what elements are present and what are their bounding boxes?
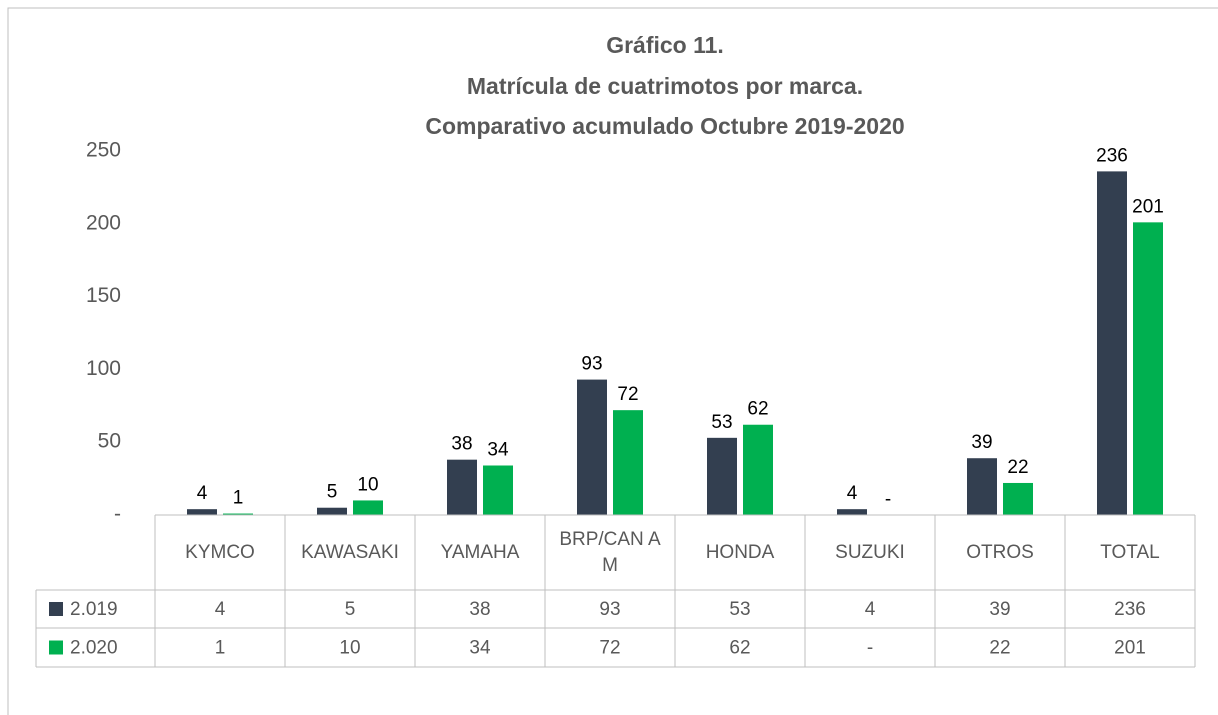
table-cell: 72 <box>599 638 620 659</box>
data-label: 22 <box>1007 457 1028 478</box>
legend-label: 2.020 <box>70 638 118 659</box>
y-tick-label: 150 <box>86 284 121 307</box>
bar <box>1133 222 1163 515</box>
y-tick-label: 100 <box>86 357 121 380</box>
table-cell: 62 <box>729 638 750 659</box>
data-label: 34 <box>487 440 509 461</box>
x-tick-label: KAWASAKI <box>301 541 399 563</box>
data-label: 4 <box>847 483 858 504</box>
table-cell: 53 <box>729 599 750 620</box>
bar <box>743 424 773 515</box>
chart-title: Comparativo acumulado Octubre 2019-2020 <box>425 113 904 139</box>
data-label: 10 <box>357 474 378 495</box>
table-cell: 10 <box>339 638 360 659</box>
bar <box>837 509 867 515</box>
data-label: 93 <box>581 354 602 375</box>
chart-frame <box>7 7 1218 715</box>
chart-title: Gráfico 11. <box>606 32 724 58</box>
table-cell: 236 <box>1114 599 1146 620</box>
bar <box>967 458 997 515</box>
data-label: 72 <box>617 384 638 405</box>
table-cell: 4 <box>215 599 226 620</box>
bar <box>1097 171 1127 515</box>
data-label: 201 <box>1132 196 1164 217</box>
table-cell: 1 <box>215 638 226 659</box>
legend-label: 2.019 <box>70 599 118 620</box>
data-label: 62 <box>747 399 768 420</box>
x-tick-label: YAMAHA <box>440 541 520 563</box>
bar <box>613 410 643 515</box>
table-cell: 38 <box>469 599 490 620</box>
legend-swatch <box>49 602 63 616</box>
data-label: 38 <box>451 434 472 455</box>
table-cell: 4 <box>865 599 876 620</box>
data-label: 39 <box>971 432 992 453</box>
x-tick-label: HONDA <box>705 541 775 563</box>
data-label: 236 <box>1096 145 1128 166</box>
data-label: - <box>885 489 891 510</box>
y-tick-label: 50 <box>98 430 121 453</box>
x-tick-label: BRP/CAN AM <box>559 528 661 576</box>
y-tick-label: - <box>114 503 121 526</box>
chart-title: Matrícula de cuatrimotos por marca. <box>467 73 863 99</box>
legend-swatch <box>49 640 63 655</box>
table-cell: 201 <box>1114 638 1146 659</box>
bar <box>483 465 513 515</box>
table-cell: - <box>867 638 873 659</box>
table-cell: 93 <box>599 599 620 620</box>
bar <box>1003 482 1033 515</box>
bar <box>187 509 217 515</box>
table-cell: 39 <box>989 599 1010 620</box>
data-label: 4 <box>197 483 208 504</box>
y-tick-label: 200 <box>86 211 121 234</box>
bar <box>317 507 347 515</box>
x-tick-label: KYMCO <box>185 541 255 563</box>
data-label: 5 <box>327 482 338 503</box>
bar <box>353 500 383 515</box>
bar <box>577 379 607 515</box>
bar <box>707 437 737 515</box>
x-tick-label: SUZUKI <box>835 541 905 563</box>
table-cell: 22 <box>989 638 1010 659</box>
x-tick-label: TOTAL <box>1100 541 1160 563</box>
table-cell: 34 <box>469 638 491 659</box>
y-tick-label: 250 <box>86 139 121 162</box>
table-cell: 5 <box>345 599 356 620</box>
data-label: 1 <box>233 488 244 509</box>
data-label: 53 <box>711 412 732 433</box>
bar <box>447 459 477 515</box>
bar <box>223 513 253 515</box>
x-tick-label: OTROS <box>966 541 1034 563</box>
